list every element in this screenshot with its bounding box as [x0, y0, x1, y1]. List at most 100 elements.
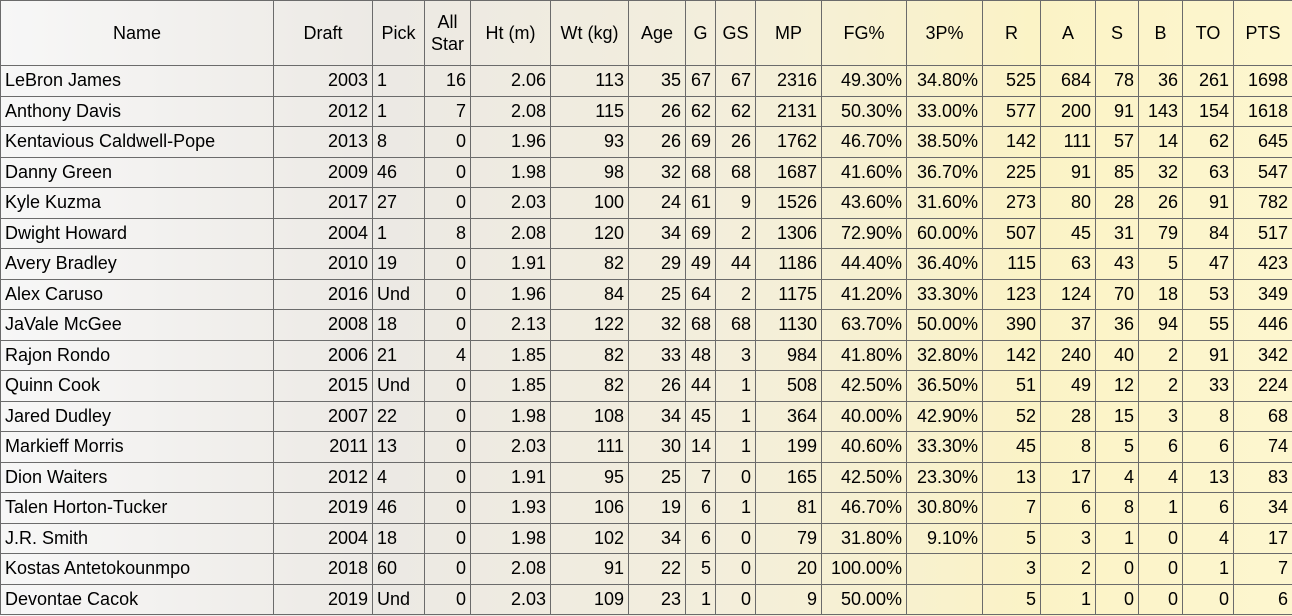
table-cell [906, 553, 983, 585]
table-cell: 115 [550, 95, 629, 127]
table-cell: 0 [424, 492, 471, 524]
table-cell: 13 [1182, 461, 1234, 493]
table-cell: 31.60% [906, 187, 983, 219]
table-cell: 34 [628, 400, 686, 432]
table-cell: 0 [424, 431, 471, 463]
table-cell: 7 [424, 95, 471, 127]
table-cell: 49 [685, 248, 716, 280]
table-cell: 1.91 [470, 461, 551, 493]
table-cell: 91 [1040, 156, 1096, 188]
table-cell: 782 [1233, 187, 1292, 219]
table-cell: 42.50% [821, 370, 907, 402]
table-cell: 390 [982, 309, 1041, 341]
table-row: Kyle Kuzma 2017 27 0 2.03 100 24 61 9 1526 43.60% 3… [0, 187, 1292, 219]
table-cell: 35 [628, 65, 686, 97]
table-cell: 79 [755, 522, 822, 554]
table-cell: 6 [1138, 431, 1183, 463]
table-cell: 78 [1095, 65, 1139, 97]
table-cell: Jared Dudley [0, 400, 274, 432]
table-cell: 7 [685, 461, 716, 493]
table-row: Dion Waiters 2012 4 0 1.91 95 25 7 0 165 42.50% 23.… [0, 461, 1292, 493]
table-cell: 2017 [273, 187, 373, 219]
table-cell: Dwight Howard [0, 217, 274, 249]
table-cell: 240 [1040, 339, 1096, 371]
table-cell: 273 [982, 187, 1041, 219]
table-cell: Quinn Cook [0, 370, 274, 402]
table-cell: 1.85 [470, 339, 551, 371]
table-row: Anthony Davis 2012 1 7 2.08 115 26 62 62 2131 50.3… [0, 95, 1292, 127]
table-row: JaVale McGee 2008 18 0 2.13 122 32 68 68 1130 63.7… [0, 309, 1292, 341]
table-cell: 111 [1040, 126, 1096, 158]
table-cell: 18 [372, 522, 425, 554]
table-cell: 53 [1182, 278, 1234, 310]
table-cell: 684 [1040, 65, 1096, 97]
table-cell: Dion Waiters [0, 461, 274, 493]
table-cell: 95 [550, 461, 629, 493]
table-cell: 48 [685, 339, 716, 371]
table-cell: 8 [372, 126, 425, 158]
table-cell: Alex Caruso [0, 278, 274, 310]
table-cell: 111 [550, 431, 629, 463]
table-cell: 33 [1182, 370, 1234, 402]
column-header: Pick [372, 0, 425, 66]
table-cell: 2.03 [470, 431, 551, 463]
table-cell: 30 [628, 431, 686, 463]
table-cell: 342 [1233, 339, 1292, 371]
table-cell: 2.08 [470, 95, 551, 127]
table-cell: 1175 [755, 278, 822, 310]
table-cell: 67 [715, 65, 756, 97]
table-cell: 16 [424, 65, 471, 97]
table-cell: 1 [1138, 492, 1183, 524]
table-cell: 36.50% [906, 370, 983, 402]
table-cell: 120 [550, 217, 629, 249]
table-row: Kostas Antetokounmpo 2018 60 0 2.08 91 22 5 0 20 1… [0, 553, 1292, 585]
table-cell: 44 [685, 370, 716, 402]
table-cell: 61 [685, 187, 716, 219]
table-cell: Kostas Antetokounmpo [0, 553, 274, 585]
table-cell: 113 [550, 65, 629, 97]
table-cell: 1 [715, 431, 756, 463]
table-cell: 46.70% [821, 126, 907, 158]
table-cell: 32 [628, 309, 686, 341]
table-cell: 1526 [755, 187, 822, 219]
column-header: Name [0, 0, 274, 66]
table-cell: 2 [1040, 553, 1096, 585]
table-cell [906, 583, 983, 615]
table-cell: 34 [1233, 492, 1292, 524]
table-cell: 645 [1233, 126, 1292, 158]
table-cell: 1762 [755, 126, 822, 158]
table-cell: 2 [715, 278, 756, 310]
table-row: Rajon Rondo 2006 21 4 1.85 82 33 48 3 984 41.80% 32… [0, 339, 1292, 371]
table-cell: 0 [424, 461, 471, 493]
table-cell: JaVale McGee [0, 309, 274, 341]
table-cell: 5 [1095, 431, 1139, 463]
table-cell: 1130 [755, 309, 822, 341]
table-cell: 2.06 [470, 65, 551, 97]
table-cell: 17 [1040, 461, 1096, 493]
table-cell: 508 [755, 370, 822, 402]
table-cell: 2019 [273, 492, 373, 524]
table-cell: 33.00% [906, 95, 983, 127]
table-cell: 38.50% [906, 126, 983, 158]
table-cell: 1 [372, 65, 425, 97]
table-cell: 577 [982, 95, 1041, 127]
table-cell: 1 [1095, 522, 1139, 554]
table-cell: 34.80% [906, 65, 983, 97]
table-cell: 18 [1138, 278, 1183, 310]
table-cell: 446 [1233, 309, 1292, 341]
table-cell: 9 [715, 187, 756, 219]
table-cell: 50.00% [821, 583, 907, 615]
table-cell: 42.50% [821, 461, 907, 493]
table-cell: 26 [628, 126, 686, 158]
table-cell: 52 [982, 400, 1041, 432]
table-cell: 74 [1233, 431, 1292, 463]
table-cell: 49.30% [821, 65, 907, 97]
table-cell: 3 [1040, 522, 1096, 554]
table-cell: 40 [1095, 339, 1139, 371]
table-cell: 547 [1233, 156, 1292, 188]
table-cell: 4 [424, 339, 471, 371]
table-cell: 0 [1138, 553, 1183, 585]
table-cell: 32.80% [906, 339, 983, 371]
table-cell: 1 [715, 400, 756, 432]
table-cell: 2.08 [470, 217, 551, 249]
